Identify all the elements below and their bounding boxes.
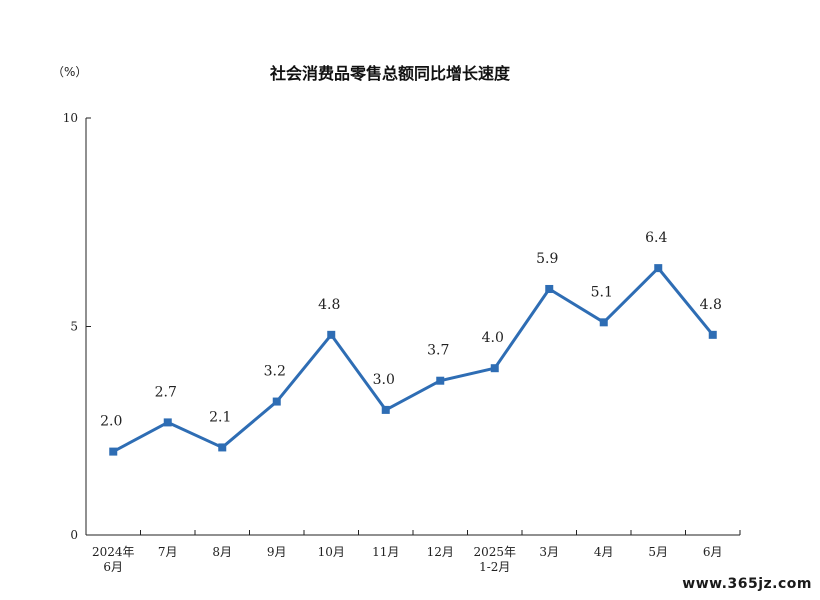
data-label: 5.9	[536, 251, 558, 267]
x-tick-label: 9月	[267, 545, 287, 559]
x-tick-label: 1-2月	[479, 560, 510, 574]
data-point	[599, 318, 608, 327]
x-tick-label: 5月	[648, 545, 668, 559]
data-point	[272, 397, 281, 406]
data-label: 3.0	[373, 372, 395, 388]
data-label: 4.8	[318, 297, 340, 313]
data-label: 2.0	[100, 414, 122, 430]
data-label: 3.2	[264, 364, 286, 380]
data-point	[708, 330, 717, 339]
watermark-text: www.365jz.com	[682, 576, 812, 592]
series-line	[112, 266, 714, 453]
x-tick-label: 3月	[539, 545, 559, 559]
data-point	[545, 284, 554, 293]
x-tick-label: 2024年	[92, 545, 135, 559]
data-label: 4.0	[482, 330, 504, 346]
data-point	[327, 330, 336, 339]
x-tick-label: 2025年	[473, 545, 516, 559]
data-point	[436, 376, 445, 385]
x-tick-label: 12月	[427, 545, 454, 559]
data-label: 4.8	[700, 297, 722, 313]
x-tick-label: 6月	[103, 560, 123, 574]
x-tick-label: 6月	[703, 545, 723, 559]
data-point	[654, 264, 663, 273]
x-tick-label: 11月	[372, 545, 399, 559]
x-tick-label: 7月	[158, 545, 178, 559]
data-point	[490, 364, 499, 373]
y-tick-label: 0	[70, 528, 78, 542]
data-point	[381, 405, 390, 414]
data-point	[163, 418, 172, 427]
data-point	[218, 443, 227, 452]
data-label: 2.1	[209, 409, 231, 425]
x-tick-label: 8月	[212, 545, 232, 559]
chart-title: 社会消费品零售总额同比增长速度	[269, 64, 510, 83]
x-tick-label: 4月	[594, 545, 614, 559]
y-axis-unit-label: （%）	[52, 65, 88, 79]
data-label: 2.7	[155, 384, 177, 400]
data-label: 3.7	[427, 343, 449, 359]
y-tick-label: 5	[70, 320, 78, 334]
data-point	[109, 447, 118, 456]
y-tick-label: 10	[63, 111, 78, 125]
x-tick-label: 10月	[318, 545, 345, 559]
data-label: 6.4	[645, 230, 667, 246]
data-label: 5.1	[591, 284, 613, 300]
